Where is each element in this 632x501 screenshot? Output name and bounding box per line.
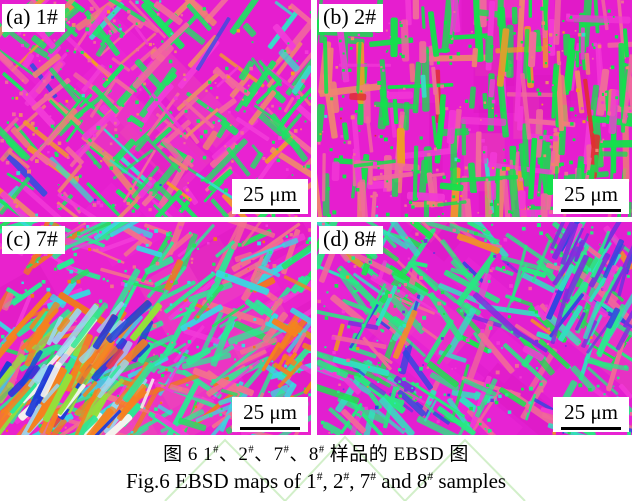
panel-a: (a) 1# 25 μm [0,0,311,217]
panel-label-a: (a) 1# [2,4,65,33]
scale-bar-text: 25 μm [561,400,621,430]
panel-label-d: (d) 8# [319,226,384,255]
panel-label-b: (b) 2# [319,4,384,33]
ebsd-map-sample-2 [317,0,632,217]
panel-grid: (a) 1# 25 μm (b) 2# 25 μm (c) 7# 25 μm (… [0,0,632,435]
scale-bar-b: 25 μm [553,179,629,214]
scale-bar-c: 25 μm [232,397,308,432]
caption-chinese: 图 6 1#、2#、7#、8# 样品的 EBSD 图 [163,444,469,465]
figure-caption: 图 6 1#、2#、7#、8# 样品的 EBSD 图 Fig.6 EBSD ma… [0,435,632,501]
ebsd-map-sample-1 [0,0,311,217]
scale-bar-text: 25 μm [240,400,300,430]
panel-label-c: (c) 7# [2,226,65,255]
panel-b: (b) 2# 25 μm [317,0,632,217]
scale-bar-text: 25 μm [561,182,621,212]
panel-d: (d) 8# 25 μm [317,222,632,435]
scale-bar-text: 25 μm [240,182,300,212]
panel-c: (c) 7# 25 μm [0,222,311,435]
caption-english: Fig.6 EBSD maps of 1#, 2#, 7# and 8# sam… [125,469,507,493]
scale-bar-a: 25 μm [232,179,308,214]
scale-bar-d: 25 μm [553,397,629,432]
